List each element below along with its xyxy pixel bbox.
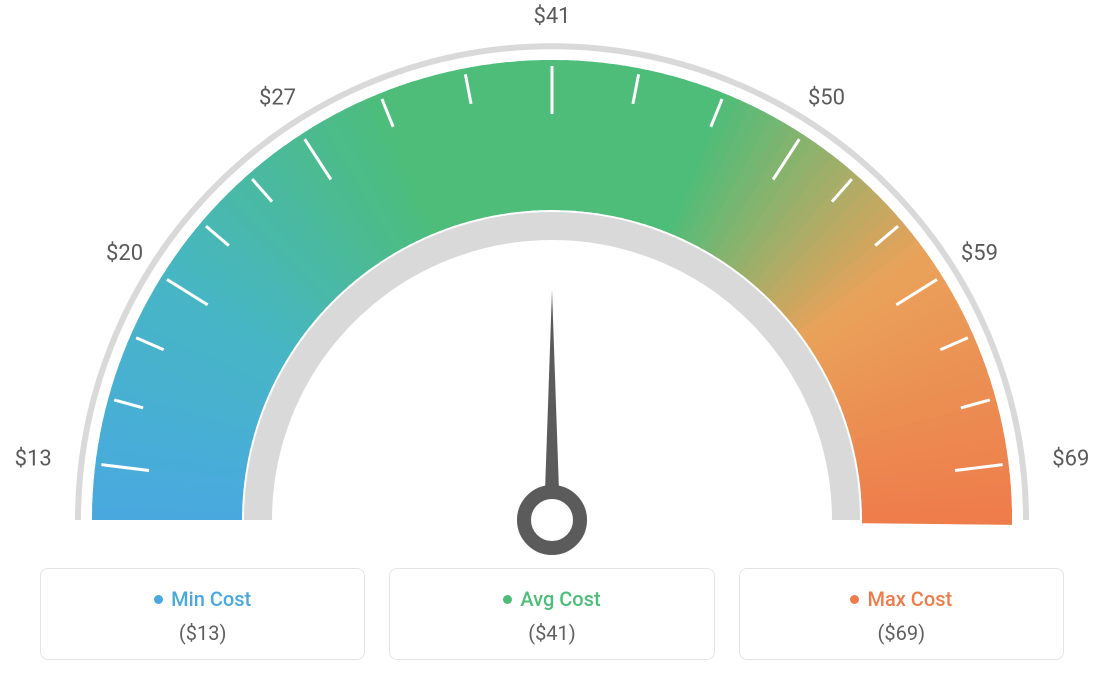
needle-hub	[524, 492, 580, 548]
tick-label: $41	[533, 4, 570, 29]
legend-card-max: Max Cost ($69)	[739, 568, 1064, 660]
legend-label-text: Avg Cost	[520, 587, 600, 611]
legend-value-min: ($13)	[51, 621, 354, 645]
legend-row: Min Cost ($13) Avg Cost ($41) Max Cost (…	[0, 568, 1104, 660]
legend-label-min: Min Cost	[154, 587, 251, 611]
tick-label: $13	[15, 447, 52, 472]
dot-icon	[850, 595, 859, 604]
dot-icon	[503, 595, 512, 604]
legend-label-max: Max Cost	[850, 587, 952, 611]
tick-label: $27	[259, 85, 296, 110]
tick-label: $50	[808, 85, 845, 110]
gauge-chart: $13 $20 $27 $41 $50 $59 $69	[0, 0, 1104, 560]
tick-label: $59	[961, 241, 998, 266]
cost-gauge-widget: $13 $20 $27 $41 $50 $59 $69 Min Cost ($13) Avg…	[0, 0, 1104, 690]
gauge-area: $13 $20 $27 $41 $50 $59 $69	[0, 0, 1104, 560]
legend-label-text: Min Cost	[171, 587, 251, 611]
tick-label: $69	[1052, 447, 1089, 472]
legend-label-text: Max Cost	[867, 587, 952, 611]
legend-value-avg: ($41)	[400, 621, 703, 645]
legend-value-max: ($69)	[750, 621, 1053, 645]
legend-label-avg: Avg Cost	[503, 587, 600, 611]
dot-icon	[154, 595, 163, 604]
legend-card-min: Min Cost ($13)	[40, 568, 365, 660]
legend-card-avg: Avg Cost ($41)	[389, 568, 714, 660]
tick-label: $20	[106, 241, 143, 266]
